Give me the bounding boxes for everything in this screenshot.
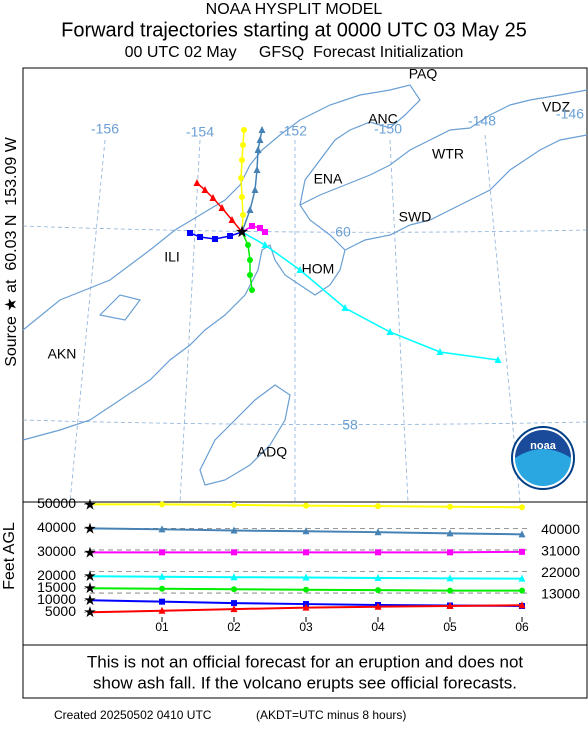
map-trajectory-marker — [197, 234, 203, 240]
marker — [447, 549, 453, 555]
place-label: AKN — [48, 346, 77, 362]
noaa-logo: noaa — [512, 427, 574, 489]
x-tick-label: 01 — [155, 620, 169, 634]
map-trajectory-marker — [238, 175, 244, 181]
y-tick-label: 30000 — [37, 543, 76, 559]
map-trajectory-marker — [227, 233, 233, 239]
marker — [231, 549, 237, 555]
map-trajectory-marker — [249, 287, 255, 293]
place-label: ILI — [164, 249, 180, 265]
marker — [159, 549, 165, 555]
marker — [519, 588, 525, 594]
map-trajectory-marker — [262, 229, 268, 235]
marker — [303, 549, 309, 555]
lon-label: -156 — [91, 121, 119, 137]
marker — [375, 587, 381, 593]
place-label: PAQ — [409, 66, 438, 82]
map-trajectory-marker — [245, 242, 251, 248]
logo-text: noaa — [530, 440, 557, 452]
reference-label: 31000 — [541, 543, 580, 559]
lat-label: 60 — [335, 224, 351, 240]
marker — [159, 599, 165, 605]
created-text: Created 20250502 0410 UTC — [54, 708, 212, 722]
start-star: ★ — [83, 544, 96, 561]
map-trajectory-marker — [249, 223, 255, 229]
start-star: ★ — [83, 520, 96, 537]
lon-label: -150 — [374, 121, 402, 137]
lon-label: -152 — [279, 123, 307, 139]
title-line2: Forward trajectories starting at 0000 UT… — [61, 19, 527, 41]
map-trajectory-marker — [247, 257, 253, 263]
y-tick-label: 20000 — [37, 567, 76, 583]
marker — [231, 502, 237, 508]
place-label: ADQ — [257, 444, 287, 460]
x-tick-label: 04 — [371, 620, 385, 634]
map-trajectory-marker — [212, 236, 218, 242]
map-trajectory-marker — [241, 127, 247, 133]
marker — [375, 503, 381, 509]
marker — [375, 549, 381, 555]
x-tick-label: 03 — [299, 620, 313, 634]
marker — [159, 501, 165, 507]
disclaimer-line1: This is not an official forecast for an … — [87, 652, 524, 671]
title-line1: NOAA HYSPLIT MODEL — [206, 1, 383, 18]
lon-label: -146 — [556, 106, 584, 122]
x-tick-label: 05 — [443, 620, 457, 634]
marker — [303, 587, 309, 593]
title-line3: 00 UTC 02 May GFSQ Forecast Initializati… — [125, 44, 464, 61]
reference-label: 13000 — [541, 586, 580, 602]
reference-label: 40000 — [541, 521, 580, 537]
map-trajectory-marker — [240, 142, 246, 148]
map-trajectory-marker — [240, 212, 246, 218]
marker — [159, 586, 165, 592]
place-label: HOM — [302, 261, 335, 277]
marker — [303, 503, 309, 509]
reference-label: 22000 — [541, 564, 580, 580]
marker — [519, 504, 525, 510]
start-star: ★ — [83, 604, 96, 621]
map-trajectory-marker — [239, 157, 245, 163]
y-tick-label: 50000 — [37, 495, 76, 511]
lat-label: 58 — [342, 417, 358, 433]
map-trajectory-marker — [239, 194, 245, 200]
source-star: ★ — [235, 224, 249, 241]
y-axis-label: Feet AGL — [1, 522, 18, 590]
map-trajectory-marker — [187, 230, 193, 236]
place-label: ENA — [314, 171, 343, 187]
timezone-note: (AKDT=UTC minus 8 hours) — [256, 708, 406, 722]
place-label: WTR — [432, 146, 464, 162]
map-trajectory-marker — [247, 272, 253, 278]
place-label: SWD — [399, 209, 432, 225]
lon-label: -154 — [186, 124, 214, 140]
y-tick-label: 40000 — [37, 519, 76, 535]
source-label: Source ★ at 60.03 N 153.09 W — [3, 136, 20, 366]
x-tick-label: 06 — [515, 620, 529, 634]
start-star: ★ — [83, 496, 96, 513]
x-tick-label: 02 — [227, 620, 241, 634]
marker — [447, 588, 453, 594]
lon-label: -148 — [468, 113, 496, 129]
marker — [231, 586, 237, 592]
marker — [519, 549, 525, 555]
marker — [447, 504, 453, 510]
disclaimer-line2: show ash fall. If the volcano erupts see… — [93, 673, 517, 692]
